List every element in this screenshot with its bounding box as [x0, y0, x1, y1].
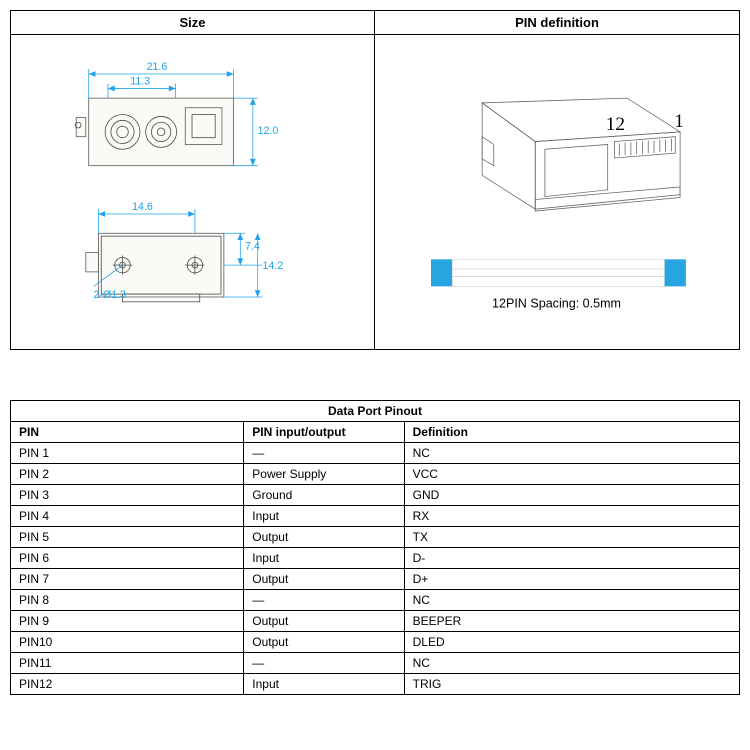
col-def: Definition — [404, 422, 739, 443]
dim-w-lens: 11.3 — [130, 76, 150, 88]
table-cell: BEEPER — [404, 611, 739, 632]
table-cell: — — [244, 443, 404, 464]
table-cell: PIN11 — [11, 653, 244, 674]
table-cell: TX — [404, 527, 739, 548]
table-cell: PIN 2 — [11, 464, 244, 485]
table-cell: — — [244, 590, 404, 611]
table-row: PIN 7OutputD+ — [11, 569, 740, 590]
table-row: PIN 4InputRX — [11, 506, 740, 527]
size-header: Size — [11, 11, 374, 35]
pin-body: 12 1 12PIN Spacing: 0.5mm — [375, 35, 739, 335]
table-cell: RX — [404, 506, 739, 527]
size-panel: Size — [11, 11, 375, 349]
table-cell: PIN 6 — [11, 548, 244, 569]
table-cell: Output — [244, 611, 404, 632]
table-cell: NC — [404, 653, 739, 674]
table-cell: PIN10 — [11, 632, 244, 653]
top-two-panel: Size — [10, 10, 740, 350]
size-drawing: 21.6 11.3 12.0 — [21, 45, 364, 325]
table-cell: — — [244, 653, 404, 674]
table-cell: PIN 9 — [11, 611, 244, 632]
table-cell: NC — [404, 590, 739, 611]
pin-panel: PIN definition — [375, 11, 739, 349]
table-cell: Power Supply — [244, 464, 404, 485]
table-cell: PIN12 — [11, 674, 244, 695]
table-row: PIN 3GroundGND — [11, 485, 740, 506]
table-cell: PIN 5 — [11, 527, 244, 548]
table-cell: Ground — [244, 485, 404, 506]
table-row: PIN 1—NC — [11, 443, 740, 464]
flat-cable — [431, 259, 686, 286]
table-row: PIN 5OutputTX — [11, 527, 740, 548]
table-cell: D- — [404, 548, 739, 569]
table-row: PIN 9OutputBEEPER — [11, 611, 740, 632]
pinout-table: Data Port Pinout PIN PIN input/output De… — [10, 400, 740, 695]
table-cell: TRIG — [404, 674, 739, 695]
table-title: Data Port Pinout — [11, 401, 740, 422]
table-cell: PIN 4 — [11, 506, 244, 527]
cable-label: 12PIN Spacing: 0.5mm — [492, 297, 621, 311]
dim-w-top: 14.6 — [132, 201, 153, 213]
table-cell: Input — [244, 506, 404, 527]
col-pin: PIN — [11, 422, 244, 443]
table-cell: Input — [244, 674, 404, 695]
table-row: PIN11—NC — [11, 653, 740, 674]
dim-h-front: 12.0 — [258, 125, 279, 137]
pin-label-12: 12 — [606, 114, 625, 135]
table-cell: GND — [404, 485, 739, 506]
size-body: 21.6 11.3 12.0 — [11, 35, 374, 335]
table-cell: PIN 7 — [11, 569, 244, 590]
pin-header: PIN definition — [375, 11, 739, 35]
dim-w-outer: 21.6 — [147, 61, 168, 73]
table-row: PIN 8—NC — [11, 590, 740, 611]
table-cell: NC — [404, 443, 739, 464]
pin-label-1: 1 — [674, 111, 684, 132]
isometric-module — [482, 98, 680, 211]
pin-drawing: 12 1 12PIN Spacing: 0.5mm — [385, 45, 729, 325]
dim-h-side2: 14.2 — [263, 260, 284, 272]
table-row: PIN 6InputD- — [11, 548, 740, 569]
table-row: PIN12InputTRIG — [11, 674, 740, 695]
dim-holes: 2-Ø1.3 — [94, 289, 127, 301]
table-cell: PIN 3 — [11, 485, 244, 506]
table-cell: D+ — [404, 569, 739, 590]
table-cell: DLED — [404, 632, 739, 653]
table-cell: Output — [244, 527, 404, 548]
table-header-row: PIN PIN input/output Definition — [11, 422, 740, 443]
table-cell: PIN 1 — [11, 443, 244, 464]
table-cell: VCC — [404, 464, 739, 485]
table-cell: Output — [244, 569, 404, 590]
table-row: PIN10OutputDLED — [11, 632, 740, 653]
col-io: PIN input/output — [244, 422, 404, 443]
table-cell: Input — [244, 548, 404, 569]
table-row: PIN 2Power SupplyVCC — [11, 464, 740, 485]
table-cell: PIN 8 — [11, 590, 244, 611]
table-cell: Output — [244, 632, 404, 653]
